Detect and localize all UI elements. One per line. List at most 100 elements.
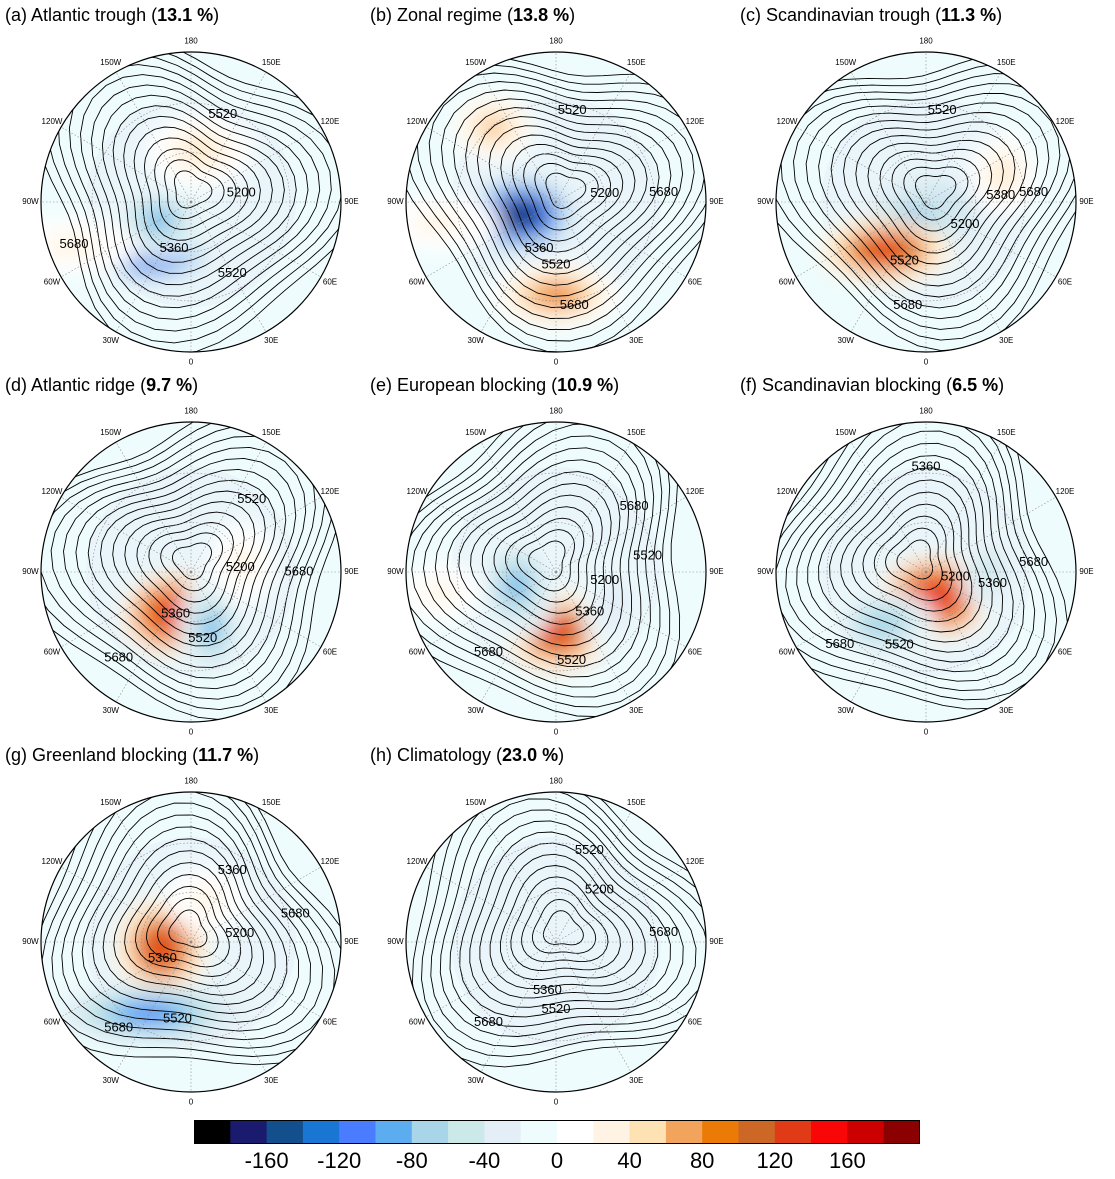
longitude-label: 60E [688, 647, 702, 656]
height-contour [63, 446, 307, 679]
contour-label: 5520 [558, 102, 587, 117]
contour-label: 5200 [585, 882, 614, 897]
colorbar-swatch [375, 1120, 413, 1144]
meridian-line [190, 941, 267, 1073]
contour-label: 5380 [986, 187, 1015, 202]
meridian-line [60, 201, 192, 278]
longitude-label: 90E [344, 567, 358, 576]
panel-d: (d) Atlantic ridge (9.7 %) 5520 5200 5680 5… [5, 370, 377, 740]
height-contour [489, 853, 646, 990]
longitude-label: 0 [924, 358, 929, 367]
height-contour [160, 532, 224, 592]
height-contour [851, 491, 973, 623]
meridian-line [555, 201, 687, 278]
meridian-line [425, 571, 557, 648]
longitude-label: 150E [262, 428, 281, 437]
height-contour [793, 83, 1072, 320]
longitude-label: 90E [1079, 197, 1093, 206]
contour-label: 5360 [218, 862, 247, 877]
height-contour [75, 457, 297, 668]
height-contour [488, 125, 648, 264]
height-contour [133, 126, 261, 252]
colorbar-swatch [266, 1120, 304, 1144]
longitude-label: 120W [777, 487, 798, 496]
height-contour [500, 134, 636, 253]
meridian-line [480, 201, 557, 333]
contour-label: 5520 [218, 265, 247, 280]
meridian-line [425, 496, 557, 573]
height-contour [157, 897, 219, 958]
longitude-label: 0 [554, 358, 559, 367]
height-contour [406, 64, 706, 342]
height-contour [135, 874, 242, 977]
meridian-line [850, 71, 927, 203]
longitude-label: 150W [465, 798, 486, 807]
longitude-label: 30E [629, 706, 643, 715]
meridian-line [480, 811, 557, 943]
longitude-label: 120E [321, 487, 340, 496]
contour-label: 5680 [649, 924, 678, 939]
meridian-line [190, 811, 267, 943]
meridian-line [190, 71, 267, 203]
height-contour [479, 842, 659, 999]
contour-label: 5520 [575, 842, 604, 857]
longitude-label: 90W [387, 567, 404, 576]
colorbar-border [194, 1120, 920, 1144]
height-contour [174, 170, 213, 209]
colorbar-swatch [557, 1120, 594, 1144]
contour-label: 5360 [533, 982, 562, 997]
height-contour [446, 459, 630, 657]
colorbar-swatch [702, 1120, 739, 1144]
contour-label: 5680 [285, 563, 314, 578]
height-contour [154, 148, 237, 230]
height-contour [168, 909, 208, 948]
contour-label: 5520 [208, 106, 237, 121]
panel-title: (g) Greenland blocking (11.7 %) [5, 745, 260, 765]
height-contour [113, 850, 265, 996]
meridian-line [190, 866, 322, 943]
height-contour [458, 471, 621, 647]
contour-label: 5520 [542, 1001, 571, 1016]
colorbar-tick-label: -120 [317, 1148, 362, 1173]
contour-label: 5680 [104, 1020, 133, 1035]
longitude-label: 90E [709, 567, 723, 576]
meridian-line [480, 941, 557, 1073]
height-contour [92, 826, 288, 1014]
contour-label: 5200 [225, 925, 254, 940]
height-contour [143, 137, 249, 241]
longitude-label: 120E [686, 487, 705, 496]
colorbar-tick-label: -40 [468, 1148, 501, 1173]
height-contour [885, 527, 943, 591]
contour-label: 5520 [885, 637, 914, 652]
height-contour [545, 172, 587, 209]
longitude-label: 180 [919, 407, 933, 416]
contour-label: 5360 [525, 240, 554, 255]
longitude-label: 30W [103, 336, 120, 345]
colorbar-swatch [302, 1120, 340, 1144]
height-contour [449, 809, 697, 1028]
height-contour [807, 442, 1014, 663]
longitude-label: 180 [549, 407, 563, 416]
height-contour [61, 792, 324, 1041]
longitude-label: 60E [1058, 277, 1072, 286]
meridian-line [555, 126, 687, 203]
panel-title: (b) Zonal regime (13.8 %) [370, 5, 576, 25]
longitude-label: 90W [22, 937, 39, 946]
height-contour [87, 468, 287, 658]
longitude-label: 60E [688, 277, 702, 286]
colorbar-tick-label: 80 [689, 1148, 715, 1173]
panel-h: (h) Climatology (23.0 %) 5520 5200 5680 536… [370, 740, 742, 1110]
height-contour [148, 522, 234, 603]
colorbar-swatch [665, 1120, 703, 1144]
longitude-label: 90W [757, 197, 774, 206]
longitude-label: 120E [686, 857, 705, 866]
longitude-label: 90W [387, 197, 404, 206]
height-contour [843, 121, 1027, 276]
meridian-line [555, 866, 687, 943]
longitude-label: 120E [1056, 487, 1075, 496]
colorbar-swatch [520, 1120, 558, 1144]
height-contour [523, 153, 612, 231]
meridian-line [850, 201, 927, 333]
